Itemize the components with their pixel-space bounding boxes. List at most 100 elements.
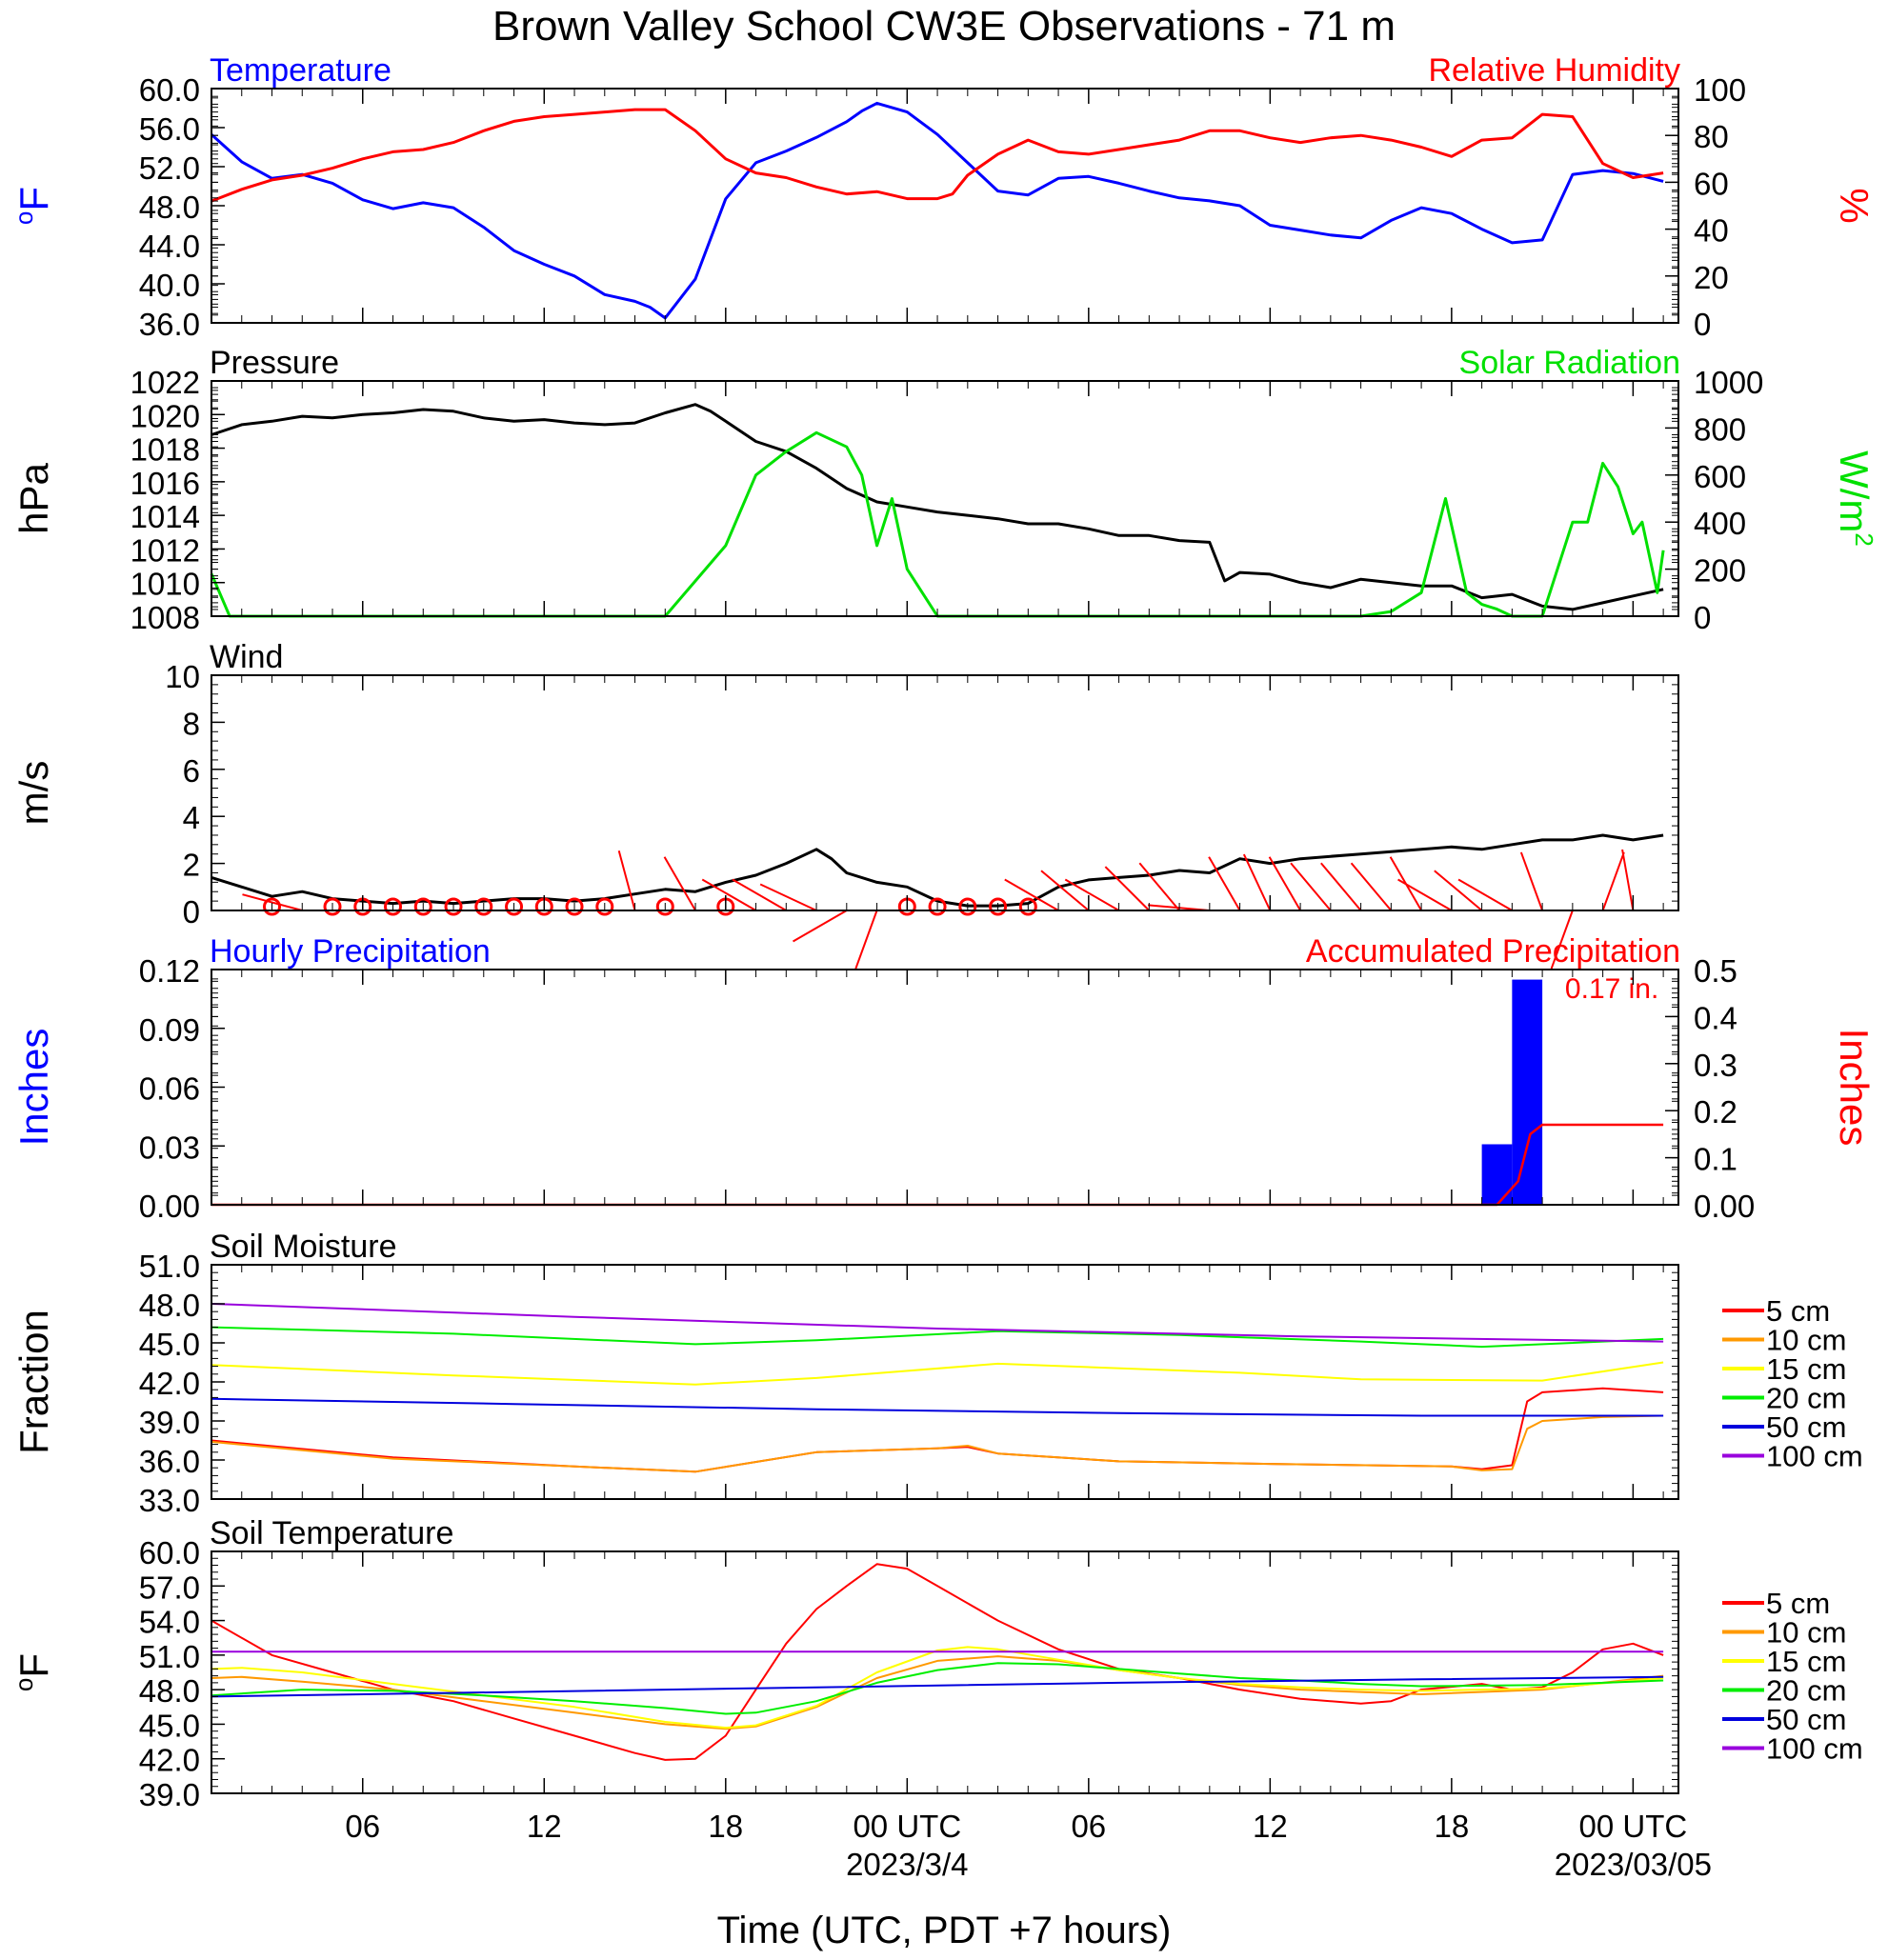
panel-frame [211,1550,1679,1794]
panel-title-left: Soil Moisture [210,1229,397,1265]
y-left-tick-label: 1010 [131,567,200,602]
panel-precipitation: 0.17 in. 0.12 0.09 0.06 0.03 0.00 0.5 0.4 0.3 0.2… [11,933,1877,1224]
x-tick-label: 12 [527,1809,562,1844]
wind-barb-calm [565,897,584,916]
y-left-tick-label: 51.0 [139,1639,200,1674]
series-20cm [211,1326,1664,1349]
y-left-tick-label: 0.03 [139,1130,200,1165]
wind-barb [1621,849,1635,911]
wind-barb-calm [444,897,463,916]
series-50cm [211,1675,1664,1698]
y-axis-label-right-text: W/m2 [1832,450,1878,547]
x-tick-label: 00 UTC [853,1809,961,1844]
y-left-tick-label: 36.0 [139,307,200,342]
wind-barb-calm [384,897,403,916]
y-right-tick-label: 0.1 [1694,1142,1737,1177]
y-left-tick-label: 40.0 [139,268,200,303]
wind-barb [663,856,696,911]
series-15cm [211,1361,1664,1386]
y-left-tick-label: 2 [183,848,200,883]
wind-barb [1550,910,1574,970]
wind-barb-calm [413,897,432,916]
y-right-tick-label: 40 [1694,213,1729,249]
wind-barb [1290,862,1332,911]
accumulated-total-label: 0.17 in. [1565,973,1658,1005]
series-5cm [211,1387,1664,1473]
x-tick-label: 18 [1434,1809,1469,1844]
x-tick-label: 00 UTC [1579,1809,1688,1844]
wind-barb [1208,856,1241,911]
y-left-tick-label: 60.0 [139,72,200,108]
legend-entry: 10 cm [1766,1324,1846,1357]
y-left-tick-label: 39.0 [139,1777,200,1812]
precip-bar [1481,1144,1513,1205]
wind-barb [1104,866,1151,911]
legend-entry: 100 cm [1766,1732,1863,1766]
wind-barb-calm [505,897,524,916]
panel-soil_temperature: 60.057.054.051.048.045.042.039.0 Soil Tem… [10,1515,1863,1812]
series-pressure [211,403,1664,611]
legend-entry: 50 cm [1766,1410,1846,1444]
panel-frame [211,674,1679,911]
y-left-tick-label: 57.0 [139,1570,200,1605]
y-left-tick-label: 48.0 [139,1673,200,1709]
y-axis-label-right: Inches [1832,1029,1877,1147]
legend-entry: 10 cm [1766,1616,1846,1650]
series-temperature [210,101,1664,320]
wind-barb-calm [989,897,1008,916]
panel-frame [211,88,1679,324]
y-right-tick-label: 400 [1694,506,1746,541]
x-tick-label: 06 [345,1809,380,1844]
panel-title-left: Pressure [210,345,339,381]
precip-bar [1512,979,1543,1205]
y-axis-label-left: m/s [11,761,56,826]
wind-barb [1397,878,1453,911]
y-right-tick-label: 80 [1694,119,1729,154]
series-100cm [211,1303,1664,1343]
panel-title-left: Temperature [210,52,392,89]
y-left-tick-label: 51.0 [139,1249,200,1284]
wind-barb-calm [323,897,342,916]
y-right-tick-label: 0 [1694,307,1711,342]
series-10cm [211,1655,1664,1730]
wind-barb [759,883,817,911]
y-left-tick-label: 8 [183,706,200,741]
y-right-tick-label: 0.00 [1694,1189,1755,1224]
x-tick-label: 18 [708,1809,743,1844]
wind-barb-calm [655,897,674,916]
y-right-tick-label: 60 [1694,166,1729,201]
legend-entry: 15 cm [1766,1645,1846,1678]
series-5cm [211,1563,1664,1761]
wind-barb [701,878,757,911]
wind-barb [242,893,303,911]
wind-barb [1242,853,1272,911]
y-right-tick-label: 1000 [1694,365,1763,400]
wind-barb [732,878,787,911]
series-wind_speed [211,833,1664,908]
y-left-tick-label: 0 [183,894,200,930]
legend-entry: 100 cm [1766,1440,1863,1473]
wind-barb [1004,878,1059,911]
series-15cm [211,1646,1664,1730]
y-left-tick-label: 0.00 [139,1189,200,1224]
y-axis-label-left: oF [10,1653,56,1691]
panel-title-right: Relative Humidity [1428,52,1680,89]
wind-barb-calm [1018,897,1037,916]
panels: 60.056.052.048.044.040.036.0100806040200… [10,52,1878,1812]
y-left-tick-label: 48.0 [139,190,200,225]
wind-barb [1040,870,1090,911]
figure-title: Brown Valley School CW3E Observations - … [492,3,1396,50]
wind-barb [617,850,636,911]
wind-barb [1138,862,1180,911]
y-left-tick-label: 52.0 [139,150,200,186]
series-humidity [211,108,1664,203]
y-right-tick-label: 0 [1694,600,1711,635]
y-axis-label-left: Inches [11,1029,56,1147]
wind-barb [854,910,878,970]
y-left-tick-label: 0.12 [139,953,200,989]
y-axis-label-right: W/m2 [1832,450,1878,547]
y-right-tick-label: 0.5 [1694,953,1737,989]
wind-barb [793,910,848,943]
panel-title-left: Soil Temperature [210,1515,453,1551]
